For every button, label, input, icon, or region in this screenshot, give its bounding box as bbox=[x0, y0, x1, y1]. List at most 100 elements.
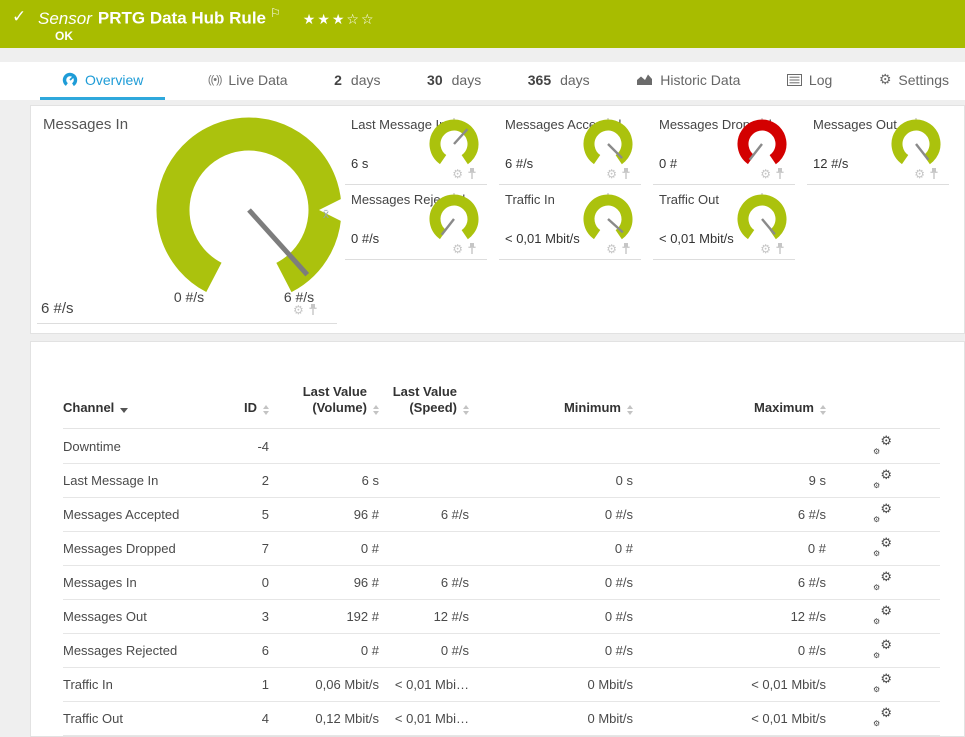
gauge-settings-icon[interactable]: ⚙ bbox=[606, 166, 617, 181]
channel-name: Messages Dropped bbox=[63, 541, 176, 556]
minimum-value: 0 #/s bbox=[604, 609, 633, 624]
gauge-settings-icon[interactable]: ⚙ bbox=[914, 166, 925, 181]
gauge-icon bbox=[62, 72, 78, 88]
sensor-title: PRTG Data Hub Rule bbox=[97, 8, 266, 28]
gauge-pin-icon[interactable] bbox=[621, 167, 631, 180]
maximum-value: < 0,01 Mbit/s bbox=[751, 711, 826, 726]
tab-label: Log bbox=[808, 71, 833, 88]
channel-settings-icon[interactable]: ⚙ ⚙ bbox=[873, 570, 892, 592]
channel-settings-icon[interactable]: ⚙ ⚙ bbox=[873, 434, 892, 456]
maximum-value: 9 s bbox=[808, 473, 826, 488]
gauge-needle bbox=[915, 143, 930, 161]
last-value-volume: 0,06 Mbit/s bbox=[315, 677, 379, 692]
gauge-title: Last Message In bbox=[351, 117, 447, 132]
row-actions: ⚙ ⚙ bbox=[826, 638, 940, 660]
gauge-value: 6 s bbox=[351, 156, 369, 171]
gauge-settings-icon[interactable]: ⚙ bbox=[760, 241, 771, 256]
minimum-value: 0 Mbit/s bbox=[587, 677, 633, 692]
gauge-chart bbox=[429, 118, 479, 169]
channel-settings-icon[interactable]: ⚙ ⚙ bbox=[873, 502, 892, 524]
column-header-last-value-volume-[interactable]: Last Value (Volume) bbox=[269, 384, 379, 417]
channel-settings-icon[interactable]: ⚙ ⚙ bbox=[873, 468, 892, 490]
row-actions: ⚙ ⚙ bbox=[826, 502, 940, 524]
minimum-value: 0 #/s bbox=[604, 507, 633, 522]
channel-row: Messages In 0 96 # 6 #/s 0 #/s 6 #/s ⚙ ⚙ bbox=[63, 566, 940, 600]
channel-row: Downtime -4 ⚙ ⚙ bbox=[63, 430, 940, 464]
gauge-pin-icon[interactable] bbox=[929, 167, 939, 180]
channel-name: Messages In bbox=[63, 575, 137, 590]
tab-30-days[interactable]: 30 days bbox=[423, 62, 485, 100]
row-actions: ⚙ ⚙ bbox=[826, 672, 940, 694]
tab-prefix: 30 bbox=[427, 71, 443, 88]
gauge-needle bbox=[440, 218, 455, 236]
column-header-channel[interactable]: Channel bbox=[63, 400, 223, 416]
average-marker-label: x̄ bbox=[323, 207, 329, 221]
gear-icon: ⚙ bbox=[878, 71, 892, 88]
gauge-settings-icon[interactable]: ⚙ bbox=[293, 302, 304, 317]
gauge-tools: ⚙ bbox=[760, 167, 785, 180]
gauge-pin-icon[interactable] bbox=[775, 167, 785, 180]
channel-settings-icon[interactable]: ⚙ ⚙ bbox=[873, 638, 892, 660]
gauge-settings-icon[interactable]: ⚙ bbox=[606, 241, 617, 256]
gauge-title: Messages Out bbox=[813, 117, 897, 132]
tab-label: Live Data bbox=[228, 71, 288, 88]
maximum-value: 0 #/s bbox=[797, 643, 826, 658]
tab-2-days[interactable]: 2 days bbox=[330, 62, 384, 100]
tab-settings[interactable]: ⚙ Settings bbox=[875, 62, 953, 100]
sort-icon bbox=[263, 404, 269, 415]
mini-gauge-panel: Messages Rejected 0 #/s ⚙ bbox=[345, 185, 487, 260]
tab-live-data[interactable]: ((•)) Live Data bbox=[204, 62, 292, 100]
row-actions: ⚙ ⚙ bbox=[826, 536, 940, 558]
gauge-settings-icon[interactable]: ⚙ bbox=[452, 241, 463, 256]
channel-row: Messages Rejected 6 0 # 0 #/s 0 #/s 0 #/s ⚙ ⚙ bbox=[63, 634, 940, 668]
gauge-title: Traffic In bbox=[505, 192, 555, 207]
column-label: ID bbox=[244, 400, 257, 416]
channel-id: 5 bbox=[261, 507, 269, 522]
row-actions: ⚙ ⚙ bbox=[826, 604, 940, 626]
column-header-id[interactable]: ID bbox=[223, 400, 269, 416]
gauge-value: 0 # bbox=[659, 156, 678, 171]
row-actions: ⚙ ⚙ bbox=[826, 570, 940, 592]
maximum-value: 6 #/s bbox=[797, 507, 826, 522]
column-label: Last Value (Volume) bbox=[302, 384, 367, 416]
channel-settings-icon[interactable]: ⚙ ⚙ bbox=[873, 536, 892, 558]
channel-id: 0 bbox=[261, 575, 269, 590]
mini-gauge-panel: Traffic In < 0,01 Mbit/s ⚙ bbox=[499, 185, 641, 260]
gauge-tools: ⚙ bbox=[760, 242, 785, 255]
gauge-chart bbox=[429, 193, 479, 244]
flag-icon[interactable]: ⚐ bbox=[270, 6, 281, 20]
gauge-settings-icon[interactable]: ⚙ bbox=[452, 166, 463, 181]
tab-365-days[interactable]: 365 days bbox=[524, 62, 594, 100]
channel-settings-icon[interactable]: ⚙ ⚙ bbox=[873, 672, 892, 694]
gauge-pin-icon[interactable] bbox=[467, 167, 477, 180]
gauge-settings-icon[interactable]: ⚙ bbox=[760, 166, 771, 181]
sensor-status-badge: OK bbox=[55, 29, 73, 43]
channel-settings-icon[interactable]: ⚙ ⚙ bbox=[873, 706, 892, 728]
column-header-minimum[interactable]: Minimum bbox=[469, 400, 633, 416]
channel-settings-icon[interactable]: ⚙ ⚙ bbox=[873, 604, 892, 626]
gauge-pin-icon[interactable] bbox=[621, 242, 631, 255]
gauge-pin-icon[interactable] bbox=[308, 303, 318, 316]
last-value-speed: < 0,01 Mbi… bbox=[394, 677, 469, 692]
tab-prefix: 2 bbox=[334, 71, 342, 88]
column-header-maximum[interactable]: Maximum bbox=[633, 400, 826, 416]
channel-row: Messages Out 3 192 # 12 #/s 0 #/s 12 #/s ⚙ ⚙ bbox=[63, 600, 940, 634]
channel-id: 6 bbox=[261, 643, 269, 658]
last-value-volume: 0 # bbox=[360, 643, 379, 658]
last-value-volume: 0,12 Mbit/s bbox=[315, 711, 379, 726]
column-header-last-value-speed-[interactable]: Last Value (Speed) bbox=[379, 384, 469, 417]
channel-name: Messages Out bbox=[63, 609, 147, 624]
column-label: Maximum bbox=[754, 400, 814, 416]
priority-stars[interactable]: ★★★☆☆ bbox=[302, 11, 376, 28]
gauge-value: < 0,01 Mbit/s bbox=[659, 231, 734, 246]
tab-overview[interactable]: Overview bbox=[40, 62, 166, 100]
channel-name: Traffic In bbox=[63, 677, 113, 692]
gauge-needle bbox=[607, 218, 624, 234]
gauge-pin-icon[interactable] bbox=[775, 242, 785, 255]
sensor-title-line: Sensor PRTG Data Hub Rule ⚐ ★★★☆☆ bbox=[38, 6, 376, 29]
gauge-pin-icon[interactable] bbox=[467, 242, 477, 255]
tab-historic-data[interactable]: Historic Data bbox=[632, 62, 744, 100]
channel-name: Messages Rejected bbox=[63, 643, 178, 658]
tab-log[interactable]: Log bbox=[783, 62, 836, 100]
last-value-volume: 192 # bbox=[346, 609, 379, 624]
